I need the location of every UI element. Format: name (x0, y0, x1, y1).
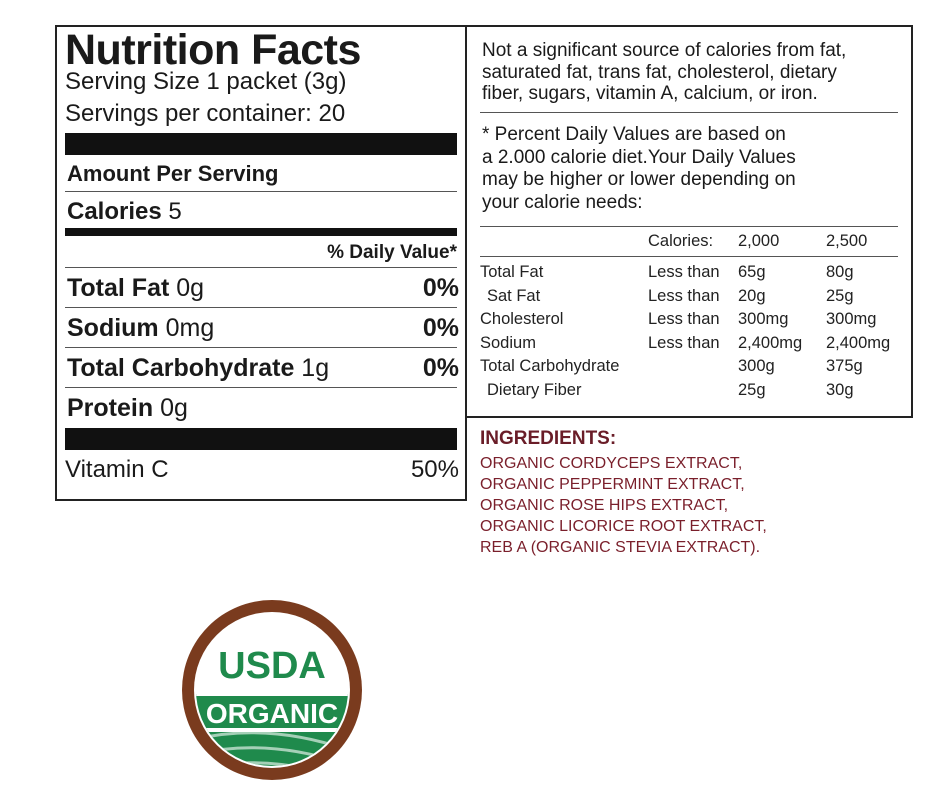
serving-size: Serving Size 1 packet (3g) (65, 68, 347, 95)
nutrient-amount: 0mg (165, 314, 215, 342)
dv-row-limit: Less than (648, 286, 720, 305)
dv-row-2500: 25g (826, 286, 854, 305)
dv-row-name: Dietary Fiber (487, 381, 582, 399)
nutrient-name: Total Carbohydrate (67, 354, 295, 382)
seal-bottom: ORGANIC (206, 698, 338, 729)
dv-row-2500: 80g (826, 263, 854, 281)
dv-row-name: Sodium (480, 333, 536, 352)
thick-bar (65, 133, 457, 155)
dv-row-name: Cholesterol (480, 310, 564, 329)
thick-bar (65, 428, 457, 450)
dv-row-2500: 2,400mg (826, 333, 891, 352)
vitamin-name: Vitamin C (65, 456, 169, 483)
calories-value: 5 (168, 198, 182, 225)
nutrient-row: Protein 0g (67, 394, 188, 423)
nutrient-dv: 0% (422, 354, 459, 382)
amount-per-serving: Amount Per Serving (67, 161, 279, 186)
rule (65, 307, 457, 308)
rule (65, 267, 457, 268)
nutrient-amount: 1g (301, 354, 330, 382)
dv-row-limit: Less than (648, 310, 720, 329)
dv-row-2000: 300g (738, 357, 775, 376)
dv-row-2000: 2,400mg (738, 333, 803, 352)
note-line: Not a significant source of calories fro… (482, 40, 847, 61)
ingredient: ORGANIC CORDYCEPS EXTRACT, (480, 455, 743, 472)
dv-row-2500: 300mg (826, 310, 877, 329)
nutrient-name: Total Fat (67, 274, 170, 302)
ingredients-title: INGREDIENTS: (480, 428, 617, 449)
panel-title: Nutrition Facts (65, 26, 361, 74)
dv-header: 2,000 (738, 232, 780, 250)
daily-value-header: % Daily Value* (327, 242, 457, 263)
notes-panel (465, 25, 913, 418)
note-line: saturated fat, trans fat, cholesterol, d… (482, 61, 837, 83)
footnote: * Percent Daily Values are based on a 2.… (482, 124, 796, 214)
rule (65, 347, 457, 348)
nutrient-dv: 0% (422, 314, 459, 342)
dv-row-2000: 65g (738, 263, 766, 281)
dv-row-2000: 300mg (738, 310, 789, 329)
seal-top: USDA (218, 645, 326, 687)
footnote-line: your calorie needs: (482, 191, 643, 213)
dv-row-2000: 20g (738, 286, 766, 305)
nutrient-name: Protein (67, 394, 154, 422)
ingredient: ORGANIC LICORICE ROOT EXTRACT, (480, 518, 767, 535)
rule (65, 387, 457, 388)
dv-row-2500: 375g (826, 357, 863, 376)
dv-row-name: Total Fat (480, 263, 544, 281)
dv-row-name: Total Carbohydrate (480, 357, 620, 376)
dv-header: Calories: (648, 232, 714, 250)
ingredient: ORGANIC PEPPERMINT EXTRACT, (480, 476, 745, 493)
nutrient-dv: 0% (422, 274, 459, 302)
nutrient-row: Total Fat 0g (67, 274, 204, 303)
dv-row-name: Sat Fat (487, 286, 541, 305)
nutrient-amount: 0g (160, 394, 188, 422)
footnote-line: a 2.000 calorie diet.Your Daily Values (482, 146, 796, 168)
dv-row-limit: Less than (648, 333, 720, 352)
dv-row-2500: 30g (826, 381, 854, 399)
rule (480, 112, 898, 113)
ingredient: REB A (ORGANIC STEVIA EXTRACT). (480, 539, 761, 556)
ingredients-list: ORGANIC CORDYCEPS EXTRACT, ORGANIC PEPPER… (480, 453, 767, 558)
calories-row: Calories 5 (67, 198, 182, 226)
dv-row-limit: Less than (648, 263, 720, 281)
footnote-line: may be higher or lower depending on (482, 169, 796, 190)
vitamin-dv: 50% (410, 456, 459, 483)
medium-bar (65, 228, 457, 236)
rule (480, 256, 898, 257)
footnote-line: * Percent Daily Values are based on (482, 124, 786, 145)
rule (65, 191, 457, 192)
dv-row-2000: 25g (738, 381, 766, 399)
rule (480, 226, 898, 227)
note-line: fiber, sugars, vitamin A, calcium, or ir… (482, 83, 818, 104)
dv-header: 2,500 (826, 232, 868, 250)
usda-seal: USDA ORGANIC (182, 600, 362, 780)
ingredient: ORGANIC ROSE HIPS EXTRACT, (480, 497, 729, 514)
nutrient-row: Total Carbohydrate 1g (67, 354, 329, 383)
nutrient-row: Sodium 0mg (67, 314, 214, 343)
not-significant-note: Not a significant source of calories fro… (482, 40, 846, 105)
nutrient-name: Sodium (67, 314, 159, 342)
nutrient-amount: 0g (176, 274, 205, 302)
servings: Servings per container: 20 (65, 100, 346, 127)
calories-label: Calories (67, 198, 162, 225)
